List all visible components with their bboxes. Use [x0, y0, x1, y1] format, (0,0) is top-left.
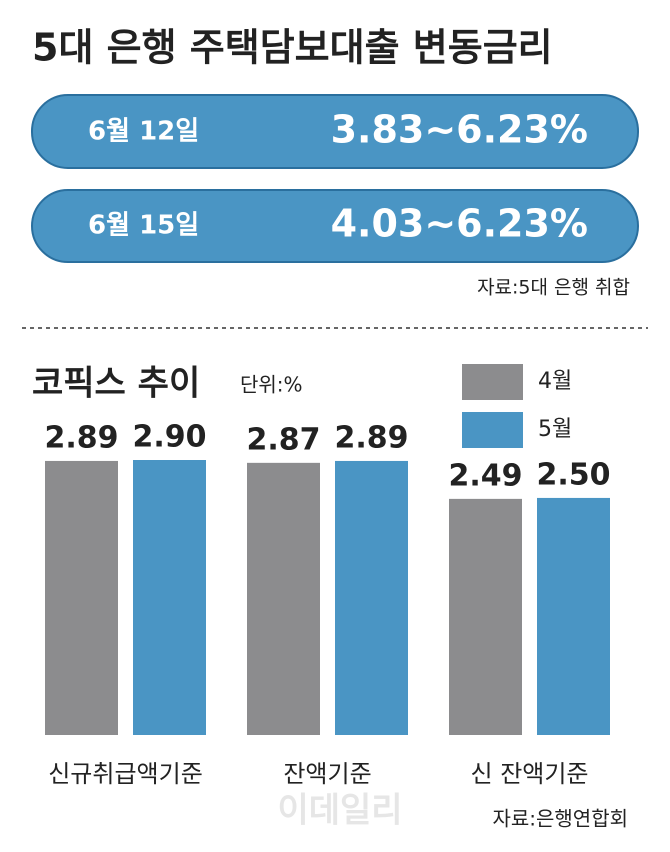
- bar: [449, 498, 522, 735]
- value-label: 2.87: [246, 422, 320, 457]
- legend-label: 5월: [538, 417, 572, 442]
- rate-pill: [31, 189, 639, 263]
- value-label: 2.50: [536, 457, 610, 492]
- legend-swatch: [462, 412, 523, 448]
- unit: 단위:%: [240, 373, 303, 397]
- rate-pill: [31, 94, 639, 169]
- bar: [45, 460, 118, 735]
- category-label: 신규취급액기준: [48, 760, 203, 788]
- pill-date: 6월 15일: [88, 211, 199, 241]
- bar: [537, 497, 610, 735]
- bar: [133, 460, 206, 735]
- bar: [247, 462, 320, 735]
- pill-range: 3.83~6.23%: [331, 108, 588, 152]
- pill-range: 4.03~6.23%: [331, 202, 588, 246]
- pill-date: 6월 12일: [88, 117, 199, 147]
- legend-swatch: [462, 364, 523, 400]
- watermark: 이데일리: [277, 791, 402, 831]
- title: 5대 은행 주택담보대출 변동금리: [32, 26, 553, 70]
- value-label: 2.90: [132, 420, 206, 455]
- value-label: 2.89: [44, 420, 118, 455]
- chart-source: 자료:은행연합회: [492, 807, 628, 831]
- source: 자료:5대 은행 취합: [477, 277, 630, 299]
- category-label: 신 잔액기준: [470, 760, 588, 788]
- value-label: 2.89: [334, 420, 408, 455]
- chart-title: 코픽스 추이: [32, 364, 200, 404]
- value-label: 2.49: [448, 458, 522, 493]
- legend-label: 4월: [538, 369, 572, 394]
- bar: [335, 460, 408, 735]
- category-label: 잔액기준: [283, 760, 371, 788]
